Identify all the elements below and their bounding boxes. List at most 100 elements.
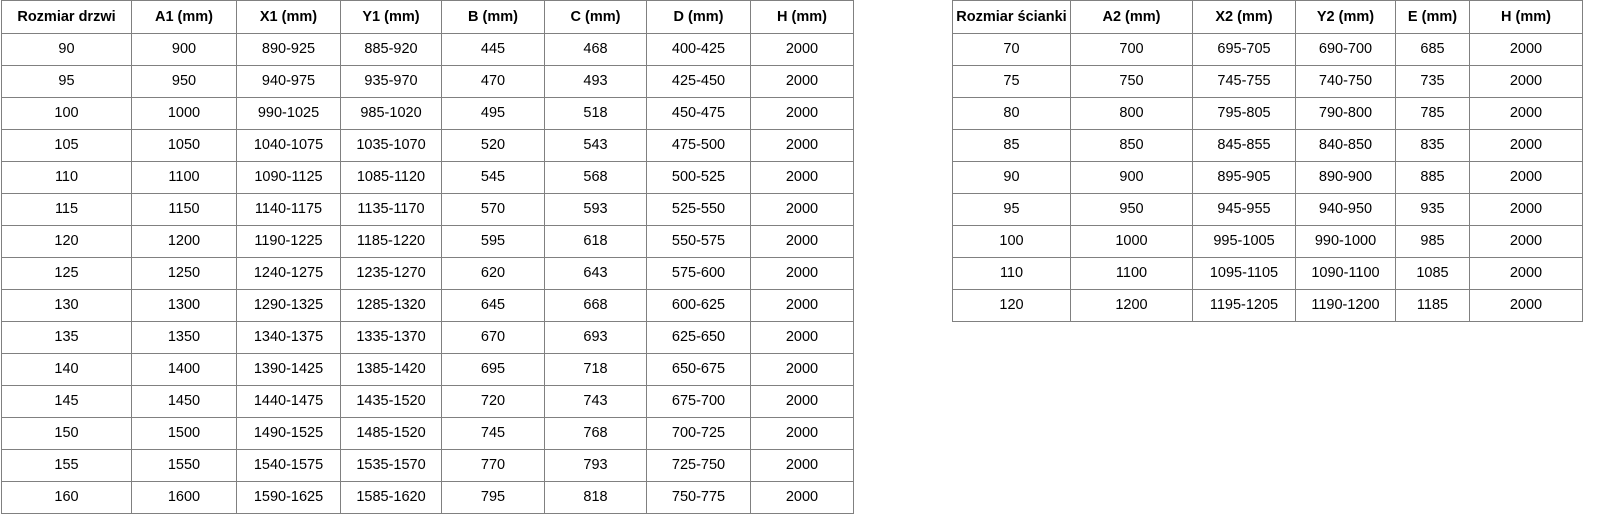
- table-cell: 1340-1375: [236, 321, 341, 354]
- column-header-1: Rozmiar ścianki: [952, 0, 1071, 34]
- wall-panel-size-specification-table: Rozmiar ścianki A2 (mm) X2 (mm) Y2 (mm) E (m…: [952, 0, 1583, 322]
- table-cell: 1390-1425: [236, 353, 341, 386]
- table-header-row: Rozmiar drzwi A1 (mm) X1 (mm) Y1 (mm) B (mm)…: [1, 0, 854, 34]
- row-size-label: 145: [1, 385, 132, 418]
- table-cell: 695-705: [1192, 33, 1296, 66]
- row-size-label: 95: [1, 65, 132, 98]
- table-cell: 1040-1075: [236, 129, 341, 162]
- table-cell: 568: [544, 161, 647, 194]
- table-cell: 1300: [131, 289, 237, 322]
- row-size-label: 135: [1, 321, 132, 354]
- table-cell: 725-750: [646, 449, 751, 482]
- row-size-label: 155: [1, 449, 132, 482]
- table-cell: 885: [1395, 161, 1470, 194]
- table-cell: 1435-1520: [340, 385, 442, 418]
- row-size-label: 110: [952, 257, 1071, 290]
- table-cell: 1590-1625: [236, 481, 341, 514]
- table-cell: 2000: [1469, 225, 1583, 258]
- table-cell: 645: [441, 289, 545, 322]
- table-cell: 768: [544, 417, 647, 450]
- column-header-7: D (mm): [646, 0, 751, 34]
- table-cell: 2000: [750, 33, 854, 66]
- table-cell: 2000: [750, 161, 854, 194]
- table-cell: 2000: [1469, 161, 1583, 194]
- table-cell: 850: [1070, 129, 1193, 162]
- table-cell: 2000: [1469, 193, 1583, 226]
- table-cell: 900: [1070, 161, 1193, 194]
- table-row: 145 1450 1440-1475 1435-1520 720 743 675-700 20…: [1, 385, 854, 418]
- table-cell: 940-950: [1295, 193, 1396, 226]
- table-cell: 643: [544, 257, 647, 290]
- table-cell: 693: [544, 321, 647, 354]
- table-cell: 985: [1395, 225, 1470, 258]
- table-cell: 2000: [750, 129, 854, 162]
- table-cell: 475-500: [646, 129, 751, 162]
- door-size-specification-table: Rozmiar drzwi A1 (mm) X1 (mm) Y1 (mm) B (mm)…: [1, 0, 854, 514]
- table-row: 95 950 940-975 935-970 470 493 425-450 2000: [1, 65, 854, 98]
- table-cell: 2000: [1469, 289, 1583, 322]
- table-cell: 1150: [131, 193, 237, 226]
- table-cell: 1000: [1070, 225, 1193, 258]
- table-cell: 2000: [750, 65, 854, 98]
- column-header-6: H (mm): [1469, 0, 1583, 34]
- row-size-label: 90: [952, 161, 1071, 194]
- table-cell: 890-900: [1295, 161, 1396, 194]
- table-cell: 1350: [131, 321, 237, 354]
- table-cell: 525-550: [646, 193, 751, 226]
- column-header-3: X2 (mm): [1192, 0, 1296, 34]
- table-cell: 835: [1395, 129, 1470, 162]
- table-cell: 818: [544, 481, 647, 514]
- table-cell: 495: [441, 97, 545, 130]
- table-cell: 1290-1325: [236, 289, 341, 322]
- table-cell: 400-425: [646, 33, 751, 66]
- table-cell: 770: [441, 449, 545, 482]
- table-cell: 885-920: [340, 33, 442, 66]
- table-cell: 2000: [1469, 129, 1583, 162]
- table-row: 130 1300 1290-1325 1285-1320 645 668 600-625 20…: [1, 289, 854, 322]
- row-size-label: 105: [1, 129, 132, 162]
- row-size-label: 125: [1, 257, 132, 290]
- row-size-label: 120: [952, 289, 1071, 322]
- table-cell: 2000: [1469, 65, 1583, 98]
- table-cell: 668: [544, 289, 647, 322]
- table-cell: 2000: [750, 481, 854, 514]
- table-row: 120 1200 1190-1225 1185-1220 595 618 550-575 20…: [1, 225, 854, 258]
- table-cell: 745: [441, 417, 545, 450]
- table-cell: 575-600: [646, 257, 751, 290]
- table-cell: 1385-1420: [340, 353, 442, 386]
- row-size-label: 100: [952, 225, 1071, 258]
- table-cell: 995-1005: [1192, 225, 1296, 258]
- table-cell: 1095-1105: [1192, 257, 1296, 290]
- table-row: 125 1250 1240-1275 1235-1270 620 643 575-600 20…: [1, 257, 854, 290]
- table-row: 70 700 695-705 690-700 685 2000: [952, 33, 1583, 66]
- table-cell: 675-700: [646, 385, 751, 418]
- table-cell: 990-1025: [236, 97, 341, 130]
- table-row: 135 1350 1340-1375 1335-1370 670 693 625-650 20…: [1, 321, 854, 354]
- table-row: 115 1150 1140-1175 1135-1170 570 593 525-550 20…: [1, 193, 854, 226]
- table-cell: 2000: [1469, 257, 1583, 290]
- table-cell: 695: [441, 353, 545, 386]
- table-cell: 740-750: [1295, 65, 1396, 98]
- table-cell: 1050: [131, 129, 237, 162]
- row-size-label: 150: [1, 417, 132, 450]
- row-size-label: 90: [1, 33, 132, 66]
- table-cell: 750: [1070, 65, 1193, 98]
- table-cell: 685: [1395, 33, 1470, 66]
- table-row: 155 1550 1540-1575 1535-1570 770 793 725-750 20…: [1, 449, 854, 482]
- table-cell: 745-755: [1192, 65, 1296, 98]
- table-cell: 700: [1070, 33, 1193, 66]
- table-cell: 2000: [750, 353, 854, 386]
- table-cell: 1000: [131, 97, 237, 130]
- table-cell: 1035-1070: [340, 129, 442, 162]
- table-cell: 2000: [1469, 97, 1583, 130]
- table-row: 90 900 890-925 885-920 445 468 400-425 2000: [1, 33, 854, 66]
- table-cell: 985-1020: [340, 97, 442, 130]
- table-cell: 470: [441, 65, 545, 98]
- table-row: 140 1400 1390-1425 1385-1420 695 718 650-675 20…: [1, 353, 854, 386]
- table-cell: 1235-1270: [340, 257, 442, 290]
- table-cell: 1400: [131, 353, 237, 386]
- table-cell: 945-955: [1192, 193, 1296, 226]
- column-header-2: A2 (mm): [1070, 0, 1193, 34]
- table-cell: 520: [441, 129, 545, 162]
